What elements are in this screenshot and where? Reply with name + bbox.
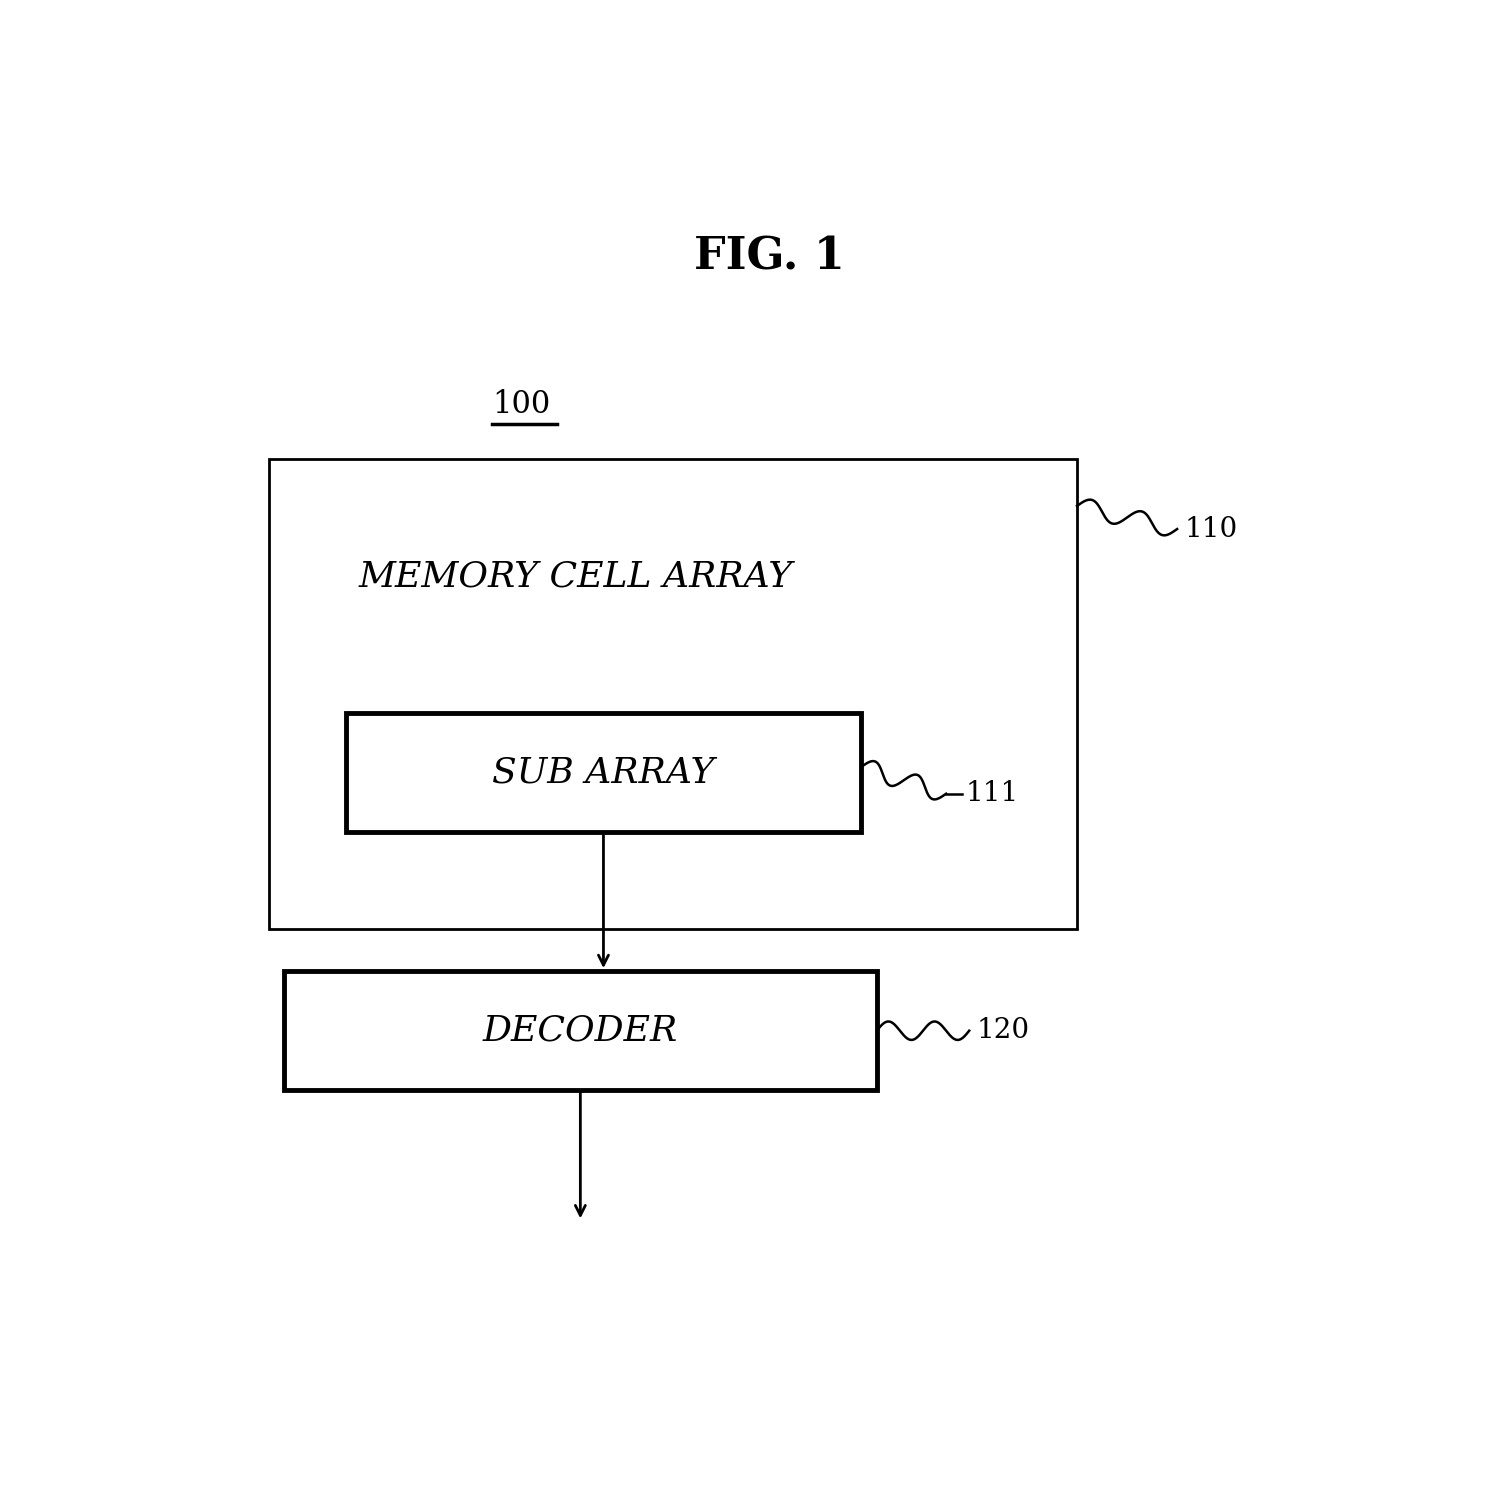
Text: 120: 120 bbox=[976, 1017, 1030, 1044]
Text: 111: 111 bbox=[966, 780, 1018, 807]
Bar bbox=[284, 970, 877, 1090]
Text: DECODER: DECODER bbox=[482, 1014, 677, 1048]
Text: 100: 100 bbox=[491, 389, 550, 421]
Text: FIG. 1: FIG. 1 bbox=[694, 236, 844, 279]
Text: SUB ARRAY: SUB ARRAY bbox=[493, 756, 715, 790]
Bar bbox=[345, 713, 862, 832]
Bar bbox=[269, 460, 1077, 928]
Text: MEMORY CELL ARRAY: MEMORY CELL ARRAY bbox=[359, 559, 793, 593]
Text: 110: 110 bbox=[1185, 515, 1238, 542]
